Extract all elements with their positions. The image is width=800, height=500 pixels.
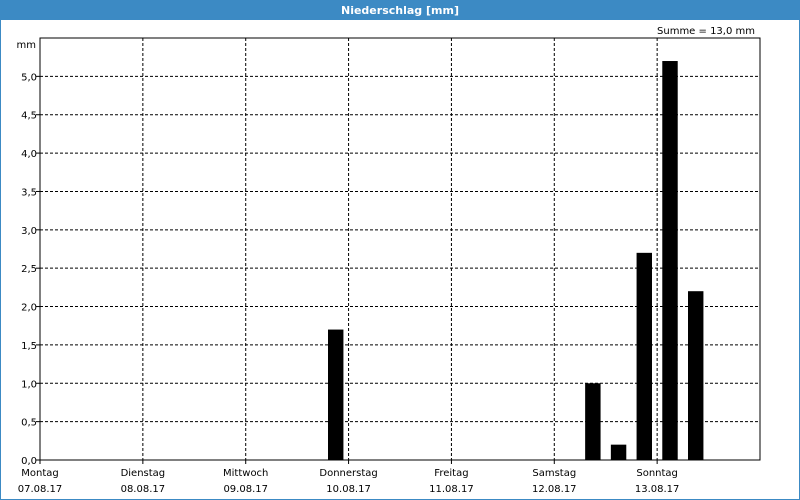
y-tick-label: 0,5 [21,418,37,429]
x-tick-label-date: 10.08.17 [326,484,371,495]
x-tick-label-day: Donnerstag [319,468,377,479]
x-tick-label-day: Freitag [434,468,468,479]
x-tick-label-day: Dienstag [121,468,166,479]
precipitation-bar [328,329,344,460]
y-tick-label: 3,5 [21,187,37,198]
precipitation-bar [610,444,627,460]
y-tick-label: 2,5 [21,264,37,275]
x-tick-label-date: 12.08.17 [532,484,577,495]
precipitation-bar [585,383,601,460]
y-tick-label: 0,0 [21,456,37,467]
x-tick-label-date: 11.08.17 [429,484,474,495]
plot-frame [39,37,761,461]
y-tick-label: 2,0 [21,303,37,314]
x-tick-label-day: Sonntag [636,468,678,479]
y-tick-label: 1,5 [21,341,37,352]
y-tick-label: 5,0 [21,72,37,83]
y-axis-unit: mm [17,40,36,51]
sum-label: Summe = 13,0 mm [657,26,755,37]
window-title: Niederschlag [mm] [1,1,799,20]
y-tick-label: 3,0 [21,226,37,237]
precipitation-bar [662,61,678,460]
y-tick-label: 1,0 [21,379,37,390]
x-tick-label-day: Montag [21,468,58,479]
x-tick-label-day: Mittwoch [223,468,268,479]
x-tick-label-date: 13.08.17 [635,484,680,495]
precipitation-bar [636,252,652,460]
precipitation-bar [688,291,704,460]
y-tick-label: 4,0 [21,149,37,160]
x-tick-label-day: Samstag [532,468,576,479]
x-tick-label-date: 07.08.17 [18,484,63,495]
x-tick-label-date: 09.08.17 [223,484,268,495]
y-tick-label: 4,5 [21,111,37,122]
x-tick-label-date: 08.08.17 [121,484,166,495]
